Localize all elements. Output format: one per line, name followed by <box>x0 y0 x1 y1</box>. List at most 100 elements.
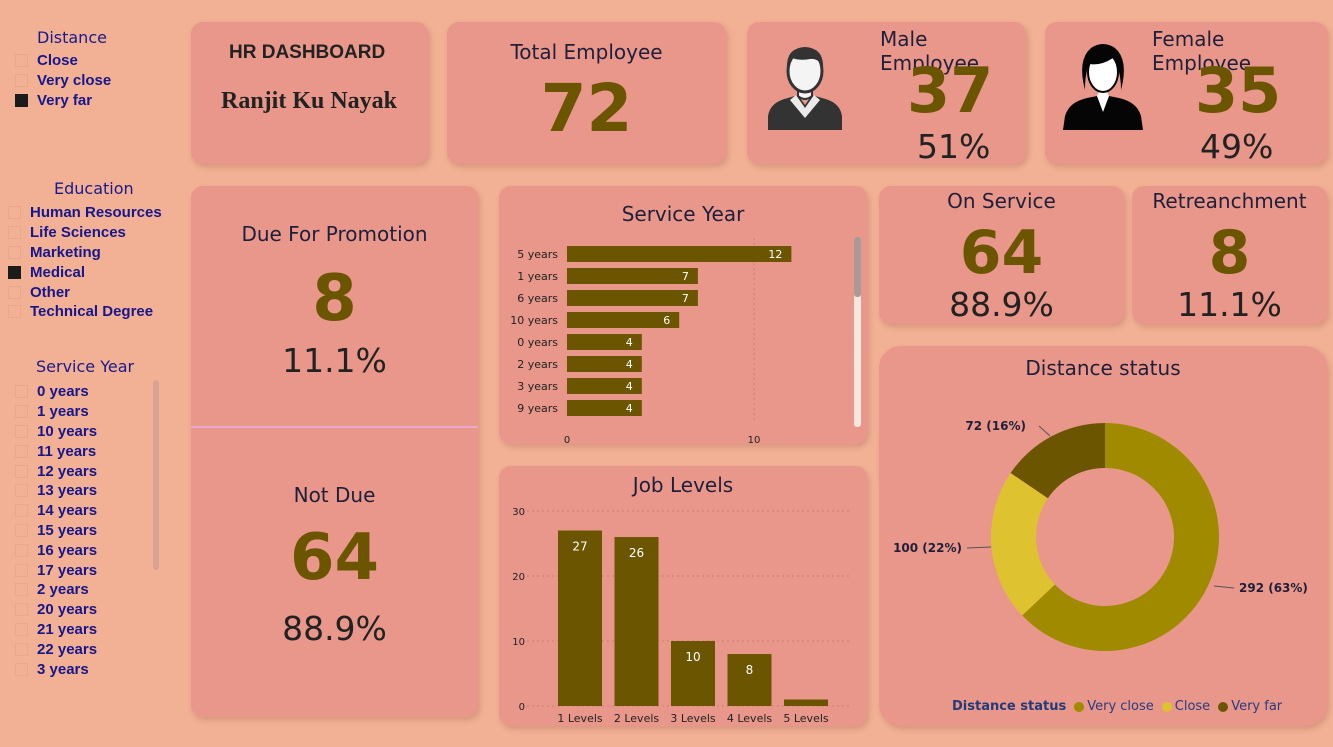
bar[interactable] <box>567 268 698 284</box>
data-label: 7 <box>682 292 689 305</box>
data-label: 6 <box>663 314 670 327</box>
checkbox[interactable] <box>8 265 21 279</box>
slicer-item-very-close[interactable]: Very close <box>15 71 165 91</box>
slicer-item-12-years[interactable]: 12 years <box>15 461 165 481</box>
slicer-item-13-years[interactable]: 13 years <box>15 481 165 501</box>
slicer-item-11-years[interactable]: 11 years <box>15 441 165 461</box>
checkbox[interactable] <box>15 583 28 597</box>
slicer-item-human-resources[interactable]: Human Resources <box>8 203 183 223</box>
bar[interactable] <box>614 537 659 706</box>
slicer-item-2-years[interactable]: 2 years <box>15 580 165 600</box>
data-label: 8 <box>746 663 754 677</box>
checkbox[interactable] <box>8 245 21 259</box>
due-promotion-percent: 11.1% <box>282 341 387 380</box>
promotion-divider <box>191 426 478 428</box>
slicer-item-technical-degree[interactable]: Technical Degree <box>8 302 183 322</box>
data-label: 7 <box>682 270 689 283</box>
leader-line <box>966 546 992 549</box>
slicer-item-close[interactable]: Close <box>15 51 165 71</box>
donut-slice-very-close[interactable] <box>1022 423 1219 651</box>
checkbox[interactable] <box>15 603 28 617</box>
data-label: 10 <box>685 650 700 664</box>
checkbox[interactable] <box>15 385 28 399</box>
job-levels-chart-title: Job Levels <box>632 473 734 497</box>
checkbox[interactable] <box>15 523 28 537</box>
donut-slice-close[interactable] <box>991 473 1055 616</box>
legend-item-close[interactable]: Close <box>1161 699 1211 714</box>
slicer-item-1-years[interactable]: 1 years <box>15 402 165 422</box>
checkbox[interactable] <box>15 444 28 458</box>
bar[interactable] <box>567 400 642 416</box>
total-employee-value: 72 <box>540 70 633 147</box>
bar[interactable] <box>567 378 642 394</box>
slicer-item-15-years[interactable]: 15 years <box>15 521 165 541</box>
checkbox[interactable] <box>15 93 28 107</box>
checkbox[interactable] <box>15 464 28 478</box>
slicer-item-3-years[interactable]: 3 years <box>15 659 165 679</box>
slicer-item-21-years[interactable]: 21 years <box>15 620 165 640</box>
slicer-item-22-years[interactable]: 22 years <box>15 639 165 659</box>
donut-slice-very-far[interactable] <box>1010 423 1105 499</box>
data-label: 26 <box>629 546 644 560</box>
bar[interactable] <box>671 641 715 706</box>
on-service-card: On Service 64 88.9% <box>879 186 1124 324</box>
author-name: Ranjit Ku Nayak <box>221 88 398 114</box>
slicer-item-marketing[interactable]: Marketing <box>8 243 183 263</box>
category-label: 2 years <box>517 358 558 371</box>
bar[interactable] <box>567 312 680 328</box>
category-label: 1 Levels <box>557 712 603 725</box>
checkbox[interactable] <box>8 206 21 220</box>
service-year-chart-scrollbar[interactable] <box>854 237 861 427</box>
checkbox[interactable] <box>15 405 28 419</box>
slicer-item-label: Marketing <box>30 243 101 261</box>
checkbox[interactable] <box>15 543 28 557</box>
female-employee-value: 35 <box>1195 54 1282 127</box>
checkbox[interactable] <box>15 484 28 498</box>
on-service-title: On Service <box>947 189 1056 213</box>
slicer-item-label: 17 years <box>37 561 98 579</box>
checkbox[interactable] <box>8 226 21 240</box>
checkbox[interactable] <box>15 563 28 577</box>
slicer-item-14-years[interactable]: 14 years <box>15 501 165 521</box>
service-year-chart-scroll-thumb[interactable] <box>854 237 861 297</box>
checkbox[interactable] <box>15 642 28 656</box>
service-year-slicer-scrollbar[interactable] <box>153 380 159 570</box>
slicer-item-very-far[interactable]: Very far <box>15 91 165 111</box>
legend-item-very-close[interactable]: Very close <box>1074 699 1154 714</box>
bar[interactable] <box>784 699 828 707</box>
tick-label: 30 <box>512 507 525 518</box>
category-label: 3 years <box>517 380 558 393</box>
retrenchment-title: Retreanchment <box>1152 189 1307 213</box>
bar[interactable] <box>558 530 602 707</box>
bar[interactable] <box>567 246 792 262</box>
promotion-card: Due For Promotion 8 11.1% Not Due 64 88.… <box>191 186 478 717</box>
bar[interactable] <box>567 290 698 306</box>
checkbox[interactable] <box>15 662 28 676</box>
slicer-item-16-years[interactable]: 16 years <box>15 540 165 560</box>
checkbox[interactable] <box>15 74 28 88</box>
slicer-item-10-years[interactable]: 10 years <box>15 422 165 442</box>
checkbox[interactable] <box>15 504 28 518</box>
bar[interactable] <box>567 334 642 350</box>
checkbox[interactable] <box>15 54 28 68</box>
bar[interactable] <box>727 654 772 706</box>
legend-item-very-far[interactable]: Very far <box>1218 699 1282 714</box>
slicer-item-other[interactable]: Other <box>8 282 183 302</box>
distance-status-donut: 292 (63%) 100 (22%) 72 (16%) <box>893 419 1308 651</box>
slicer-item-label: Technical Degree <box>30 303 154 321</box>
checkbox[interactable] <box>8 285 21 299</box>
slicer-item-20-years[interactable]: 20 years <box>15 600 165 620</box>
bar[interactable] <box>567 356 642 372</box>
checkbox[interactable] <box>8 305 21 319</box>
slicer-item-label: 0 years <box>37 383 89 401</box>
slicer-item-life-sciences[interactable]: Life Sciences <box>8 223 183 243</box>
slicer-item-medical[interactable]: Medical <box>8 262 183 282</box>
slicer-item-17-years[interactable]: 17 years <box>15 560 165 580</box>
legend-dot <box>1218 701 1229 712</box>
slicer-item-0-years[interactable]: 0 years <box>15 382 165 402</box>
education-slicer-title: Education <box>54 179 134 198</box>
checkbox[interactable] <box>15 622 28 636</box>
checkbox[interactable] <box>15 424 28 438</box>
legend-label: Close <box>1174 699 1211 714</box>
not-due-title: Not Due <box>293 483 376 507</box>
